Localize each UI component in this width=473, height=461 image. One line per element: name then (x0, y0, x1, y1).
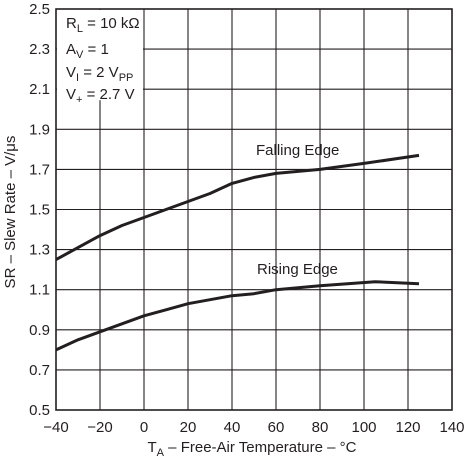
condition-vplus: V+ = 2.7 V (66, 86, 135, 106)
y-axis-label: SR – Slew Rate – V/μs (2, 136, 19, 289)
y-tick-label: 1.9 (29, 121, 50, 138)
series-line-falling-edge (55, 153, 420, 261)
test-conditions: RL = 10 kΩ AV = 1 VI = 2 VPP V+ = 2.7 V (57, 10, 143, 106)
falling-edge-label: Falling Edge (256, 142, 339, 159)
grid-lines (56, 9, 452, 410)
x-tick-label: 0 (140, 419, 148, 436)
y-tick-label: 1.3 (29, 242, 50, 259)
y-tick-label: 2.5 (29, 1, 50, 18)
conditions-background (57, 10, 143, 101)
plot-frame (55, 8, 453, 411)
y-tick-label: 0.7 (29, 362, 50, 379)
condition-rl: RL = 10 kΩ (66, 15, 140, 35)
y-tick-label: 0.5 (29, 402, 50, 419)
series-lines (55, 153, 420, 352)
rising-edge-label: Rising Edge (257, 261, 338, 278)
y-tick-label: 2.3 (29, 41, 50, 58)
x-tick-labels: −40 −20 0 20 40 60 80 100 120 140 (43, 419, 464, 436)
condition-av: AV = 1 (66, 41, 109, 61)
x-tick-label: 100 (351, 419, 376, 436)
y-tick-label: 1.5 (29, 202, 50, 219)
series-line-rising-edge (55, 280, 420, 352)
x-tick-label: 120 (395, 419, 420, 436)
y-tick-label: 1.1 (29, 282, 50, 299)
x-tick-label: 20 (180, 419, 197, 436)
condition-vi: VI = 2 VPP (66, 64, 133, 84)
x-axis-label: TA – Free-Air Temperature – °C (148, 439, 357, 459)
x-tick-label: 60 (268, 419, 285, 436)
y-tick-label: 1.7 (29, 161, 50, 178)
x-tick-label: 80 (312, 419, 329, 436)
x-tick-label: −40 (43, 419, 68, 436)
y-tick-label: 2.1 (29, 81, 50, 98)
x-tick-label: 140 (439, 419, 464, 436)
x-tick-label: −20 (87, 419, 112, 436)
x-tick-label: 40 (224, 419, 241, 436)
y-tick-labels: 0.5 0.7 0.9 1.1 1.3 1.5 1.7 1.9 2.1 2.3 2.5 (29, 1, 50, 419)
y-tick-label: 0.9 (29, 322, 50, 339)
